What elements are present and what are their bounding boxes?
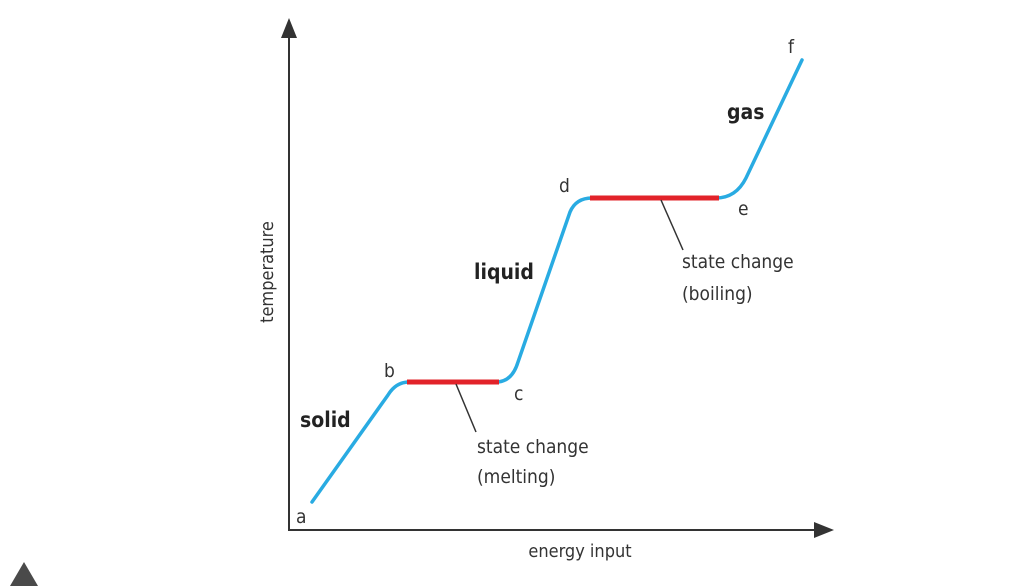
point-f: f	[788, 36, 795, 58]
phase-solid: solid	[300, 408, 351, 432]
point-b: b	[384, 360, 395, 382]
phase-gas: gas	[727, 100, 765, 124]
boiling-leader-line	[660, 199, 684, 251]
heating-curve	[310, 58, 804, 504]
point-e: e	[738, 198, 749, 220]
boiling-label-line2: (boiling)	[682, 283, 753, 305]
x-axis-label: energy input	[528, 541, 631, 562]
phase-liquid: liquid	[474, 260, 534, 284]
triangle-icon	[10, 562, 38, 586]
y-axis-label: temperature	[257, 221, 278, 323]
melting-label-line2: (melting)	[477, 466, 555, 488]
melting-leader-line	[455, 383, 477, 433]
melting-label-line1: state change	[477, 436, 589, 458]
point-d: d	[559, 175, 570, 197]
boiling-label-line1: state change	[682, 251, 794, 273]
point-c: c	[514, 383, 523, 405]
point-a: a	[296, 506, 306, 528]
